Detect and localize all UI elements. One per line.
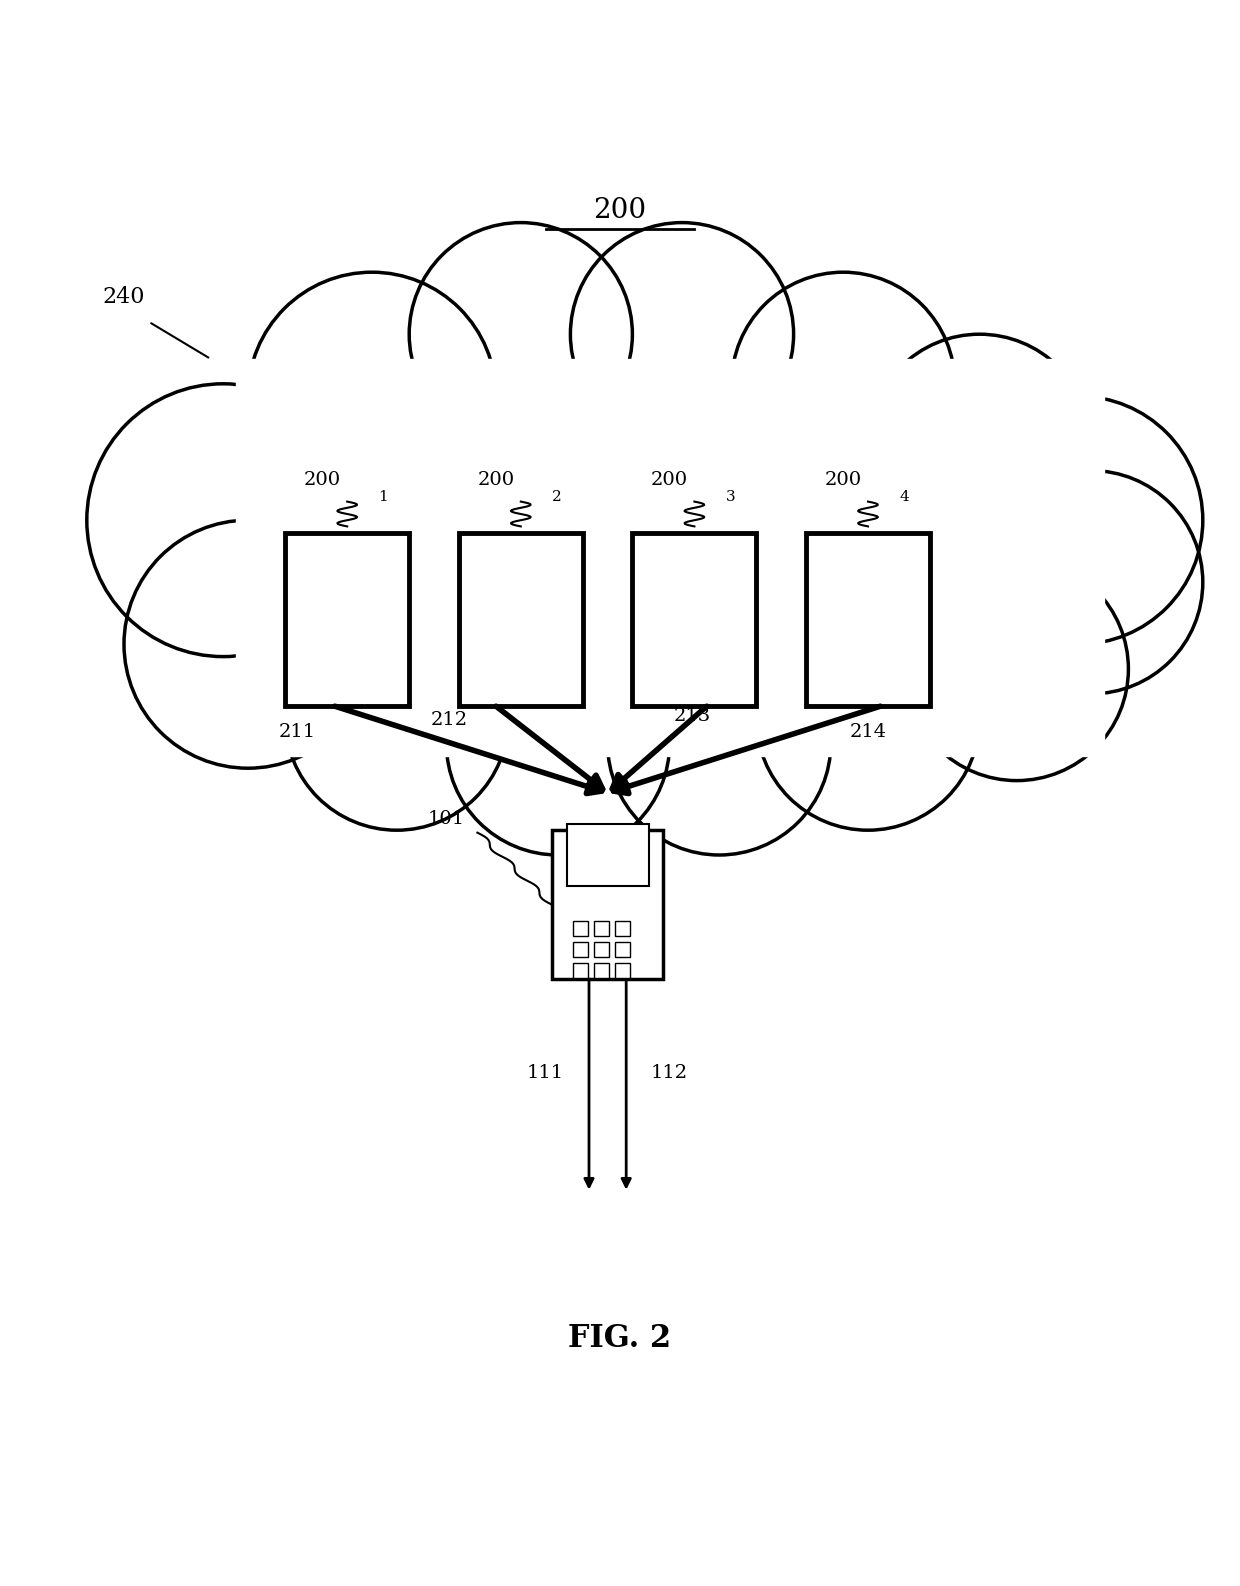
Bar (573, 963, 588, 977)
Circle shape (756, 607, 980, 829)
Circle shape (87, 384, 360, 657)
Bar (632, 533, 756, 706)
Text: 212: 212 (430, 711, 467, 730)
Bar (552, 829, 663, 979)
Bar (567, 825, 649, 887)
Bar (594, 942, 609, 956)
Circle shape (285, 607, 508, 829)
Bar (594, 963, 609, 977)
Text: 211: 211 (279, 723, 316, 741)
Text: 200: 200 (594, 197, 646, 224)
Text: 200: 200 (825, 471, 862, 488)
Text: 112: 112 (651, 1064, 688, 1082)
Text: 214: 214 (849, 723, 887, 741)
Circle shape (980, 471, 1203, 693)
Text: 101: 101 (428, 810, 465, 828)
Text: 2: 2 (552, 490, 562, 504)
Bar (573, 921, 588, 936)
Text: 3: 3 (725, 490, 735, 504)
Text: 4: 4 (899, 490, 909, 504)
Text: 240: 240 (103, 285, 145, 308)
Circle shape (570, 222, 794, 446)
Circle shape (248, 273, 496, 520)
Circle shape (905, 557, 1128, 780)
Circle shape (732, 273, 955, 495)
Circle shape (868, 335, 1091, 557)
Circle shape (955, 396, 1203, 644)
Bar (806, 533, 930, 706)
Bar (573, 942, 588, 956)
Bar (236, 358, 1104, 757)
Text: 200: 200 (651, 471, 688, 488)
Text: 200: 200 (304, 471, 341, 488)
Bar (594, 921, 609, 936)
Text: 1: 1 (378, 490, 388, 504)
Circle shape (446, 631, 670, 855)
Bar (615, 942, 630, 956)
Bar (615, 963, 630, 977)
Circle shape (608, 631, 831, 855)
Bar (615, 921, 630, 936)
Text: 213: 213 (673, 707, 711, 725)
Bar (459, 533, 583, 706)
Text: FIG. 2: FIG. 2 (568, 1323, 672, 1354)
Circle shape (409, 222, 632, 446)
Text: 200: 200 (477, 471, 515, 488)
Bar (285, 533, 409, 706)
Text: 111: 111 (527, 1064, 564, 1082)
Circle shape (124, 520, 372, 768)
